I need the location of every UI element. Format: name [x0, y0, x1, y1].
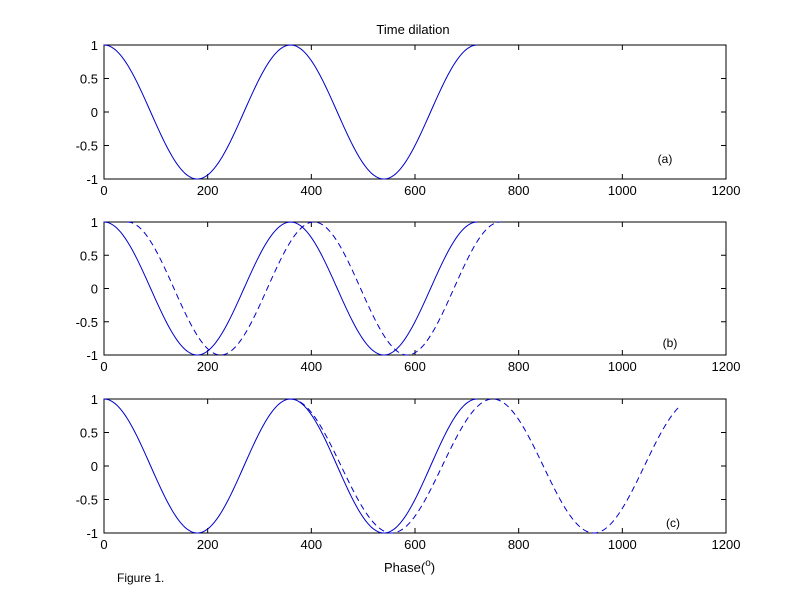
x-tick-label: 0 [100, 359, 107, 374]
x-tick-label: 600 [404, 537, 426, 552]
y-tick-label: 1 [91, 392, 98, 407]
x-tick-label: 400 [300, 537, 322, 552]
series-line-solid [103, 398, 478, 534]
panel-3: 0 200 400 600 800 1000 1200 1 0.5 0 -0.5 -1 (c) [76, 392, 741, 552]
axes-box [103, 398, 727, 534]
x-tick-label: 1200 [712, 537, 741, 552]
panel-label: (c) [666, 516, 680, 530]
x-tick-label: 0 [100, 183, 107, 198]
x-tick-label: 800 [508, 359, 530, 374]
axes-box [103, 221, 727, 356]
x-tick-label: 400 [300, 183, 322, 198]
figure-caption: Figure 1. [117, 571, 164, 585]
x-tick-label: 800 [508, 183, 530, 198]
y-tick-label: -1 [86, 348, 98, 363]
y-tick-label: 0 [91, 105, 98, 120]
x-tick-label: 1000 [608, 359, 637, 374]
x-tick-label: 1000 [608, 183, 637, 198]
x-tick-label: 400 [300, 359, 322, 374]
x-tick-label: 1200 [712, 183, 741, 198]
x-axis-label: Phase(o) [384, 558, 435, 575]
x-tick-label: 1000 [608, 537, 637, 552]
y-tick-label: 1 [91, 38, 98, 53]
y-tick-label: 0 [91, 282, 98, 297]
y-tick-label: 0.5 [80, 248, 98, 263]
x-tick-label: 1200 [712, 359, 741, 374]
x-tick-label: 0 [100, 537, 107, 552]
y-tick-label: -0.5 [76, 315, 98, 330]
series-line-dashed [127, 221, 501, 356]
y-tick-label: -0.5 [76, 139, 98, 154]
y-tick-label: 0 [91, 459, 98, 474]
x-tick-label: 600 [404, 359, 426, 374]
figure-title: Time dilation [376, 22, 449, 37]
panel-1: 0 200 400 600 800 1000 1200 1 0.5 0 -0.5 -1 (a) [76, 38, 741, 198]
y-tick-label: 0.5 [80, 72, 98, 87]
y-tick-label: -1 [86, 172, 98, 187]
series-line-solid [103, 44, 478, 180]
series-line-dashed [290, 398, 680, 534]
y-tick-label: 1 [91, 215, 98, 230]
x-tick-label: 600 [404, 183, 426, 198]
x-tick-label: 200 [197, 537, 219, 552]
x-tick-label: 200 [197, 183, 219, 198]
panel-label: (b) [663, 336, 678, 350]
y-tick-label: 0.5 [80, 426, 98, 441]
axes-box [103, 44, 727, 180]
panel-label: (a) [658, 152, 673, 166]
x-tick-label: 800 [508, 537, 530, 552]
series-line-solid [103, 221, 478, 356]
y-tick-label: -0.5 [76, 493, 98, 508]
panel-2: 0 200 400 600 800 1000 1200 1 0.5 0 -0.5 -1 (b) [76, 215, 741, 374]
x-tick-label: 200 [197, 359, 219, 374]
y-tick-label: -1 [86, 526, 98, 541]
